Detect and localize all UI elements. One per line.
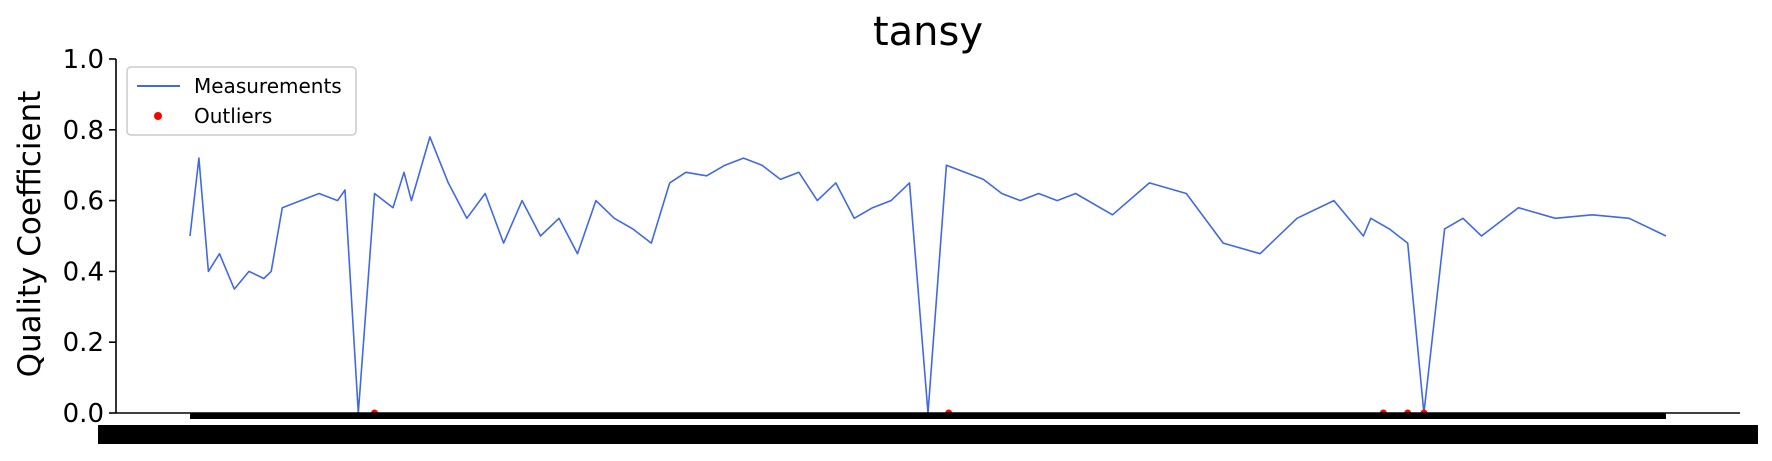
y-tick-label-0: 0.0 [63,399,104,429]
axes: 0.0 0.2 0.4 0.6 0.8 1.0 [63,45,1758,444]
y-tick-label-3: 0.6 [63,187,104,217]
legend-dot-swatch [154,112,162,120]
x-tick-labels-overlapping [98,425,1758,444]
y-tick-label-2: 0.4 [63,257,104,287]
legend-label-measurements: Measurements [194,74,342,98]
y-axis-label: Quality Coefficient [12,91,48,378]
x-ticks-dense [190,413,1666,419]
y-tick-label-5: 1.0 [63,45,104,75]
y-tick-label-1: 0.2 [63,328,104,358]
legend-label-outliers: Outliers [194,104,272,128]
y-tick-label-4: 0.8 [63,116,104,146]
plot-area [189,136,1667,417]
legend: Measurements Outliers [126,66,357,136]
series-line-measurements [189,136,1667,414]
chart-title: tansy [873,9,983,55]
legend-frame [126,66,357,136]
